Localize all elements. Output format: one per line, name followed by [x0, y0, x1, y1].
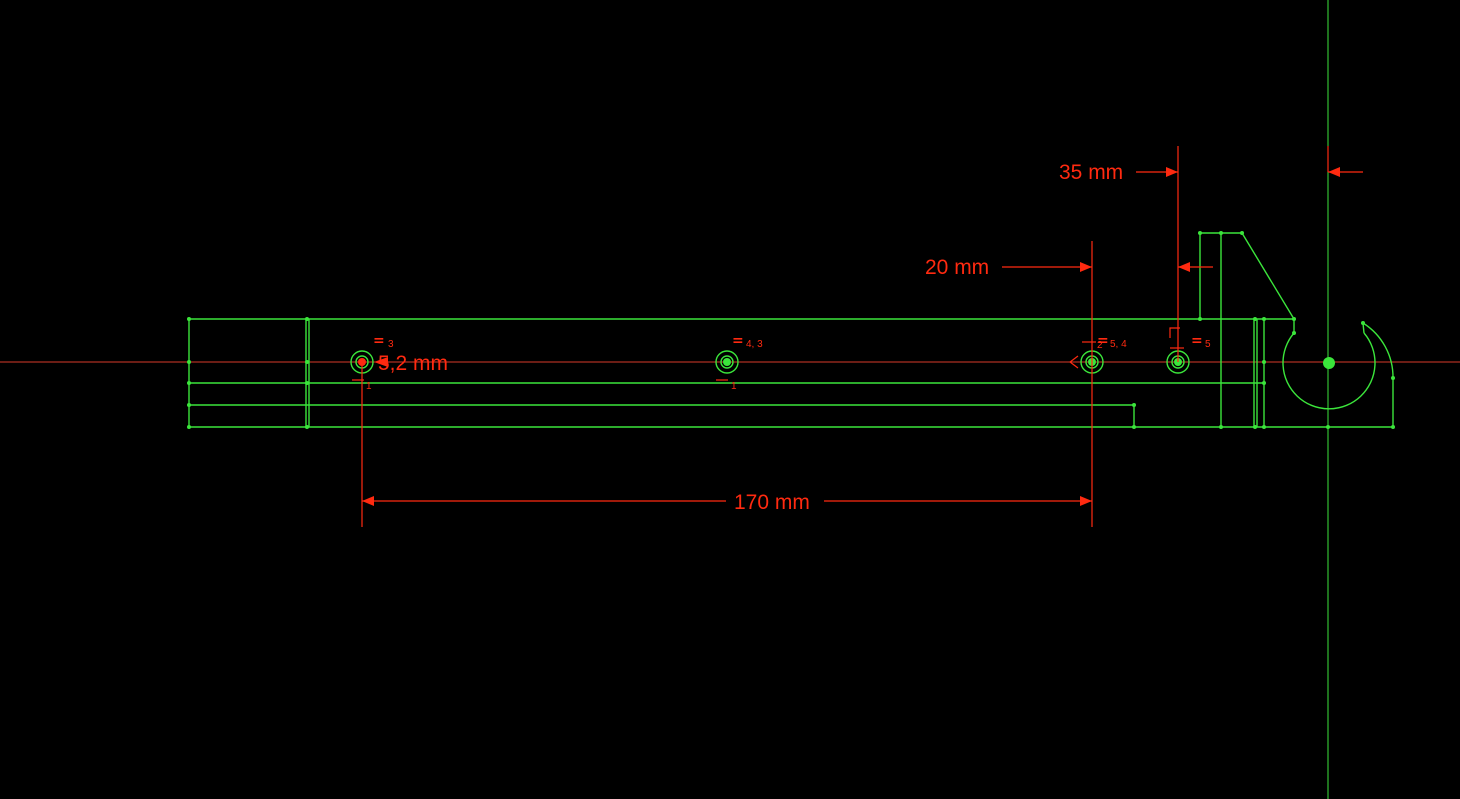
dimension-label-35[interactable]: 35 mm	[1059, 161, 1123, 184]
upper-tab[interactable]	[1199, 232, 1295, 427]
hole-2-center[interactable]	[723, 358, 731, 366]
constraint-horizontal-3[interactable]: 2	[1082, 340, 1103, 351]
constraint-horizontal-1[interactable]: 1	[352, 379, 372, 392]
constraint-index: 5, 4	[1110, 339, 1127, 350]
vertex-point[interactable]	[1219, 425, 1223, 429]
constraint-horizontal-2[interactable]: 1	[716, 379, 737, 392]
hole-2-outer[interactable]	[715, 350, 739, 374]
angle-bracket-icon[interactable]	[1069, 355, 1079, 369]
constraint-index: 5	[1205, 339, 1211, 350]
vertex-point[interactable]	[1391, 425, 1395, 429]
equal-constraint-icon[interactable]: =	[732, 333, 744, 349]
vertex-point[interactable]	[1262, 317, 1266, 321]
dimension-label-20[interactable]: 20 mm	[925, 256, 989, 279]
vertex-point[interactable]	[1132, 425, 1136, 429]
dimension-label-diameter[interactable]: 5,2 mm	[378, 352, 448, 375]
arrow-head	[1080, 262, 1092, 272]
equal-constraint-icon[interactable]: =	[373, 333, 385, 349]
equal-constraint-icon[interactable]: =	[1097, 333, 1109, 349]
constraint-angle-marker[interactable]	[1069, 355, 1079, 369]
vertex-point[interactable]	[305, 317, 309, 321]
arrow-head	[1178, 262, 1190, 272]
vertex-point[interactable]	[187, 317, 191, 321]
arrow-head	[1166, 167, 1178, 177]
vertex-point[interactable]	[1326, 425, 1330, 429]
hook[interactable]	[1282, 319, 1394, 427]
vertex-point[interactable]	[305, 425, 309, 429]
vertex-point[interactable]	[1198, 317, 1202, 321]
vertex-point[interactable]	[1391, 376, 1395, 380]
constraint-index: 3	[388, 339, 394, 350]
rail-body[interactable]	[188, 318, 1393, 428]
equal-constraint-icon[interactable]: =	[1191, 333, 1203, 349]
constraint-index: 2	[1097, 340, 1103, 351]
vertex-markers	[187, 231, 1395, 429]
constraint-equal-4[interactable]: = 5	[1191, 333, 1211, 350]
constraint-index: 4, 3	[746, 339, 763, 350]
perpendicular-constraint-icon[interactable]	[1169, 327, 1180, 338]
vertex-point[interactable]	[1361, 321, 1365, 325]
constraint-equal-3[interactable]: = 5, 4	[1097, 333, 1127, 350]
vertex-point[interactable]	[1292, 317, 1296, 321]
constraint-index: 1	[731, 381, 737, 392]
constraint-perpendicular[interactable]	[1169, 327, 1184, 349]
vertex-point[interactable]	[1132, 403, 1136, 407]
dimension-20mm[interactable]: 20 mm	[925, 241, 1213, 527]
arrow-head	[374, 357, 388, 367]
vertex-point[interactable]	[1262, 360, 1266, 364]
constraint-equal-1[interactable]: = 3	[373, 333, 394, 350]
origin-point[interactable]	[1323, 357, 1335, 369]
hook-inner-arc[interactable]	[1282, 332, 1376, 410]
arrow-head	[1328, 167, 1340, 177]
hole-2-inner[interactable]	[720, 355, 734, 369]
vertex-point[interactable]	[1198, 231, 1202, 235]
vertex-point[interactable]	[305, 381, 309, 385]
arrow-head	[362, 496, 374, 506]
dimension-label-170[interactable]: 170 mm	[734, 491, 810, 514]
vertex-point[interactable]	[1253, 317, 1257, 321]
dimension-170mm[interactable]: 170 mm	[361, 362, 1092, 527]
hook-outer-arc[interactable]	[1362, 322, 1394, 379]
vertex-point[interactable]	[1292, 331, 1296, 335]
dimension-diameter[interactable]: 5,2 mm	[374, 352, 448, 375]
vertex-point[interactable]	[1262, 381, 1266, 385]
vertex-point[interactable]	[305, 360, 309, 364]
tab-slanted-edge[interactable]	[1241, 232, 1295, 320]
vertex-point[interactable]	[1253, 425, 1257, 429]
dimension-35mm[interactable]: 35 mm	[1059, 146, 1363, 362]
vertex-point[interactable]	[1219, 231, 1223, 235]
constraint-index: 1	[366, 381, 372, 392]
vertex-point[interactable]	[187, 381, 191, 385]
hole-2[interactable]	[715, 350, 739, 374]
vertex-point[interactable]	[1262, 425, 1266, 429]
vertex-point[interactable]	[187, 425, 191, 429]
constraint-equal-2[interactable]: = 4, 3	[732, 333, 763, 350]
vertex-point[interactable]	[187, 403, 191, 407]
vertex-point[interactable]	[1240, 231, 1244, 235]
vertex-point[interactable]	[187, 360, 191, 364]
arrow-head	[1080, 496, 1092, 506]
